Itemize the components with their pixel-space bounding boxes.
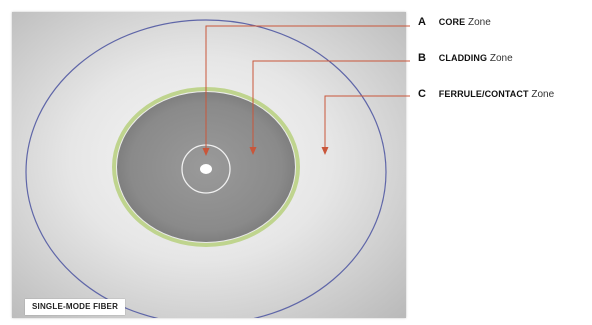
legend-zone-name: CLADDING	[438, 53, 488, 63]
leader-line-a	[202, 25, 410, 156]
arrowhead-c-icon	[321, 147, 329, 155]
legend-zone-suffix: Zone	[489, 53, 513, 64]
legend-letter: B	[418, 52, 426, 64]
ferrule-contact-zone-ring	[25, 19, 387, 318]
legend-letter: A	[418, 16, 426, 28]
legend-zone-name: FERRULE/CONTACT	[438, 89, 529, 99]
fiber-type-label: SINGLE-MODE FIBER	[25, 299, 126, 315]
legend-zone-name: CORE	[438, 17, 466, 27]
legend-letter: C	[418, 88, 426, 100]
arrowhead-a-icon	[202, 148, 210, 156]
legend-zone-suffix: Zone	[531, 89, 555, 100]
core-zone-dot	[200, 164, 212, 174]
legend-item-core: A CORE Zone	[418, 14, 590, 30]
legend-item-ferrule-contact: C FERRULE/CONTACT Zone	[418, 86, 590, 102]
arrowhead-b-icon	[249, 147, 257, 155]
legend-zone-suffix: Zone	[467, 17, 491, 28]
leader-line-c	[321, 95, 410, 155]
legend-item-cladding: B CLADDING Zone	[418, 50, 590, 66]
leader-line-b	[249, 60, 410, 155]
zone-legend: A CORE Zone B CLADDING Zone C FERRULE/CO…	[418, 14, 590, 122]
